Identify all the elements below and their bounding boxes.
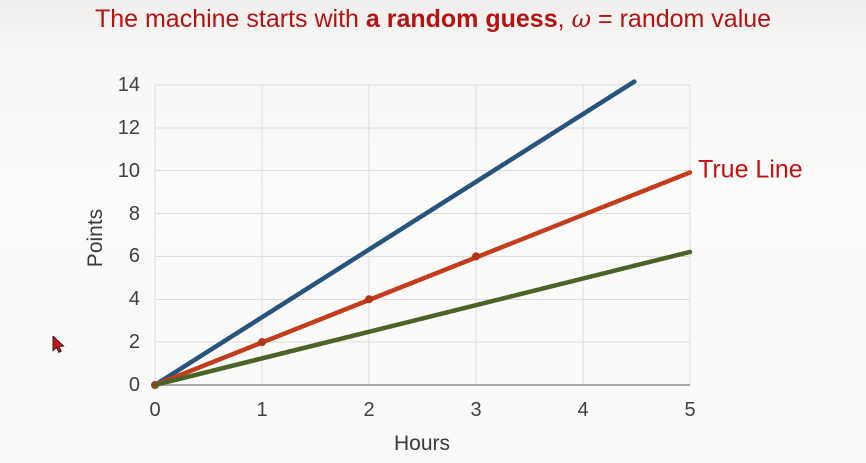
y-tick-label: 14 [117,74,140,96]
x-tick-label: 5 [684,399,696,421]
page-title: The machine starts with a random guess, … [0,5,866,34]
x-tick-label: 4 [577,399,589,421]
title-part-normal: The machine starts with [94,5,366,33]
true-line-label: True Line [698,155,803,184]
x-axis-title: Hours [393,432,451,455]
series-line-shallow-guess-line [152,249,693,388]
y-tick-label: 2 [128,331,140,354]
x-tick-label: 0 [149,399,161,421]
series-line-true-line [152,170,693,388]
x-tick-label: 3 [470,399,482,421]
data-point-marker [365,295,373,304]
y-tick-label: 4 [128,288,140,311]
title-part-bold: a random guess [365,5,558,33]
x-tick-label: 2 [363,399,375,421]
title-part-normal: , [557,5,572,33]
series-line-random-guess-line-steep- [152,79,637,388]
y-axis-title: Points [84,208,107,268]
mouse-cursor-icon [52,336,65,354]
line-chart-plot [151,79,693,389]
y-tick-label: 10 [117,159,140,182]
data-point-marker [472,252,480,261]
data-point-marker [258,338,266,347]
y-tick-label: 12 [117,116,140,139]
title-part-normal: = random value [591,5,772,33]
title-part-omega: ω [571,5,592,33]
y-tick-label: 0 [128,374,140,396]
x-tick-label: 1 [256,399,268,421]
